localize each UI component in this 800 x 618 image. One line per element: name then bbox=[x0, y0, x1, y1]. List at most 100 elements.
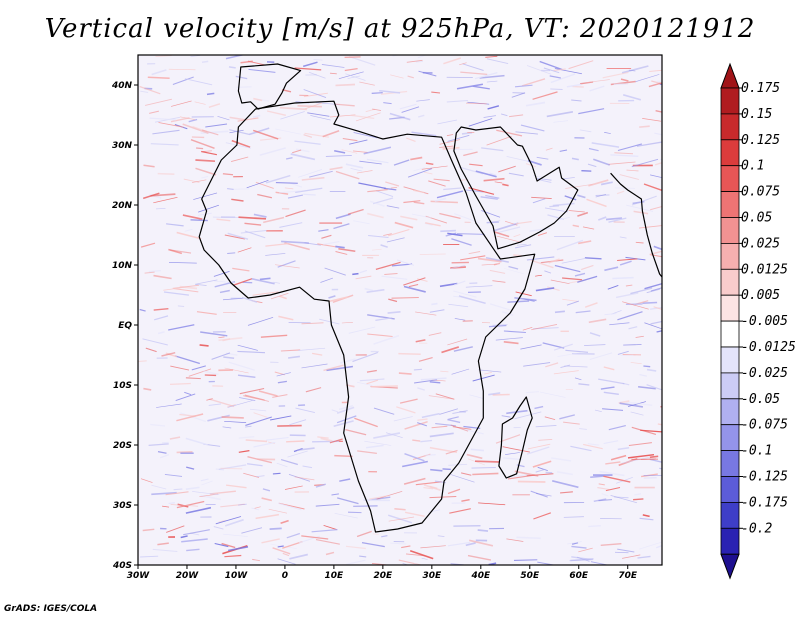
velocity-streak bbox=[176, 451, 193, 454]
velocity-streak bbox=[553, 370, 579, 375]
velocity-streak bbox=[238, 435, 255, 439]
velocity-streak bbox=[329, 114, 356, 118]
velocity-streak bbox=[349, 56, 376, 66]
velocity-streak bbox=[216, 218, 231, 222]
velocity-streak bbox=[534, 405, 544, 410]
velocity-streak bbox=[176, 413, 204, 422]
velocity-streak bbox=[277, 558, 296, 565]
velocity-streak bbox=[294, 476, 315, 481]
velocity-streak bbox=[231, 139, 251, 148]
velocity-streak bbox=[463, 151, 478, 157]
velocity-streak bbox=[369, 200, 385, 207]
velocity-streak bbox=[461, 131, 473, 135]
velocity-streak bbox=[154, 315, 169, 321]
velocity-streak bbox=[225, 352, 238, 356]
velocity-streak bbox=[393, 159, 410, 166]
velocity-streak bbox=[593, 158, 610, 166]
velocity-streak bbox=[436, 190, 464, 199]
velocity-streak bbox=[380, 244, 388, 248]
colorbar-label: -0.175 bbox=[741, 495, 788, 510]
velocity-streak bbox=[571, 157, 579, 161]
velocity-streak bbox=[298, 347, 326, 351]
velocity-streak bbox=[630, 411, 644, 416]
velocity-streak bbox=[215, 516, 242, 525]
velocity-streak bbox=[153, 196, 178, 204]
velocity-streak bbox=[508, 172, 524, 177]
velocity-streak bbox=[657, 423, 662, 426]
velocity-streak bbox=[373, 334, 400, 345]
velocity-streak bbox=[419, 253, 446, 255]
velocity-streak bbox=[227, 400, 253, 408]
velocity-streak bbox=[439, 212, 461, 220]
velocity-streak bbox=[287, 355, 301, 359]
velocity-streak bbox=[485, 55, 498, 58]
colorbar-label: -0.075 bbox=[741, 418, 788, 433]
velocity-streak bbox=[433, 178, 450, 182]
velocity-streak bbox=[313, 59, 323, 61]
velocity-streak bbox=[331, 493, 339, 496]
velocity-streak bbox=[140, 478, 153, 483]
velocity-streak bbox=[608, 161, 636, 165]
colorbar-swatch bbox=[720, 424, 740, 452]
velocity-streak bbox=[157, 331, 165, 335]
velocity-streak bbox=[185, 506, 212, 514]
velocity-streak bbox=[637, 555, 651, 559]
velocity-streak bbox=[516, 464, 525, 468]
velocity-streak bbox=[602, 71, 629, 79]
velocity-streak bbox=[321, 63, 345, 68]
velocity-streak bbox=[545, 147, 553, 151]
velocity-streak bbox=[506, 538, 524, 542]
velocity-streak bbox=[610, 495, 638, 504]
velocity-streak bbox=[375, 317, 392, 322]
velocity-streak bbox=[598, 499, 613, 502]
velocity-streak bbox=[533, 512, 551, 520]
velocity-streak bbox=[233, 278, 253, 286]
velocity-streak bbox=[628, 69, 636, 72]
velocity-streak bbox=[245, 425, 252, 428]
velocity-streak bbox=[399, 103, 417, 110]
velocity-streak bbox=[655, 110, 662, 113]
velocity-streak bbox=[221, 416, 244, 419]
velocity-streak bbox=[386, 237, 405, 243]
velocity-streak bbox=[194, 101, 206, 105]
velocity-streak bbox=[335, 213, 351, 220]
velocity-streak bbox=[599, 470, 625, 477]
velocity-streak bbox=[388, 516, 415, 522]
velocity-streak bbox=[272, 394, 288, 398]
velocity-streak bbox=[244, 230, 266, 239]
lat-tick-label: 40N bbox=[111, 81, 133, 91]
velocity-streak bbox=[301, 322, 324, 325]
velocity-streak bbox=[477, 257, 502, 263]
velocity-streak bbox=[465, 542, 476, 547]
velocity-streak bbox=[170, 117, 190, 123]
velocity-streak bbox=[289, 553, 308, 560]
lat-tick-label: 20N bbox=[112, 201, 133, 211]
velocity-streak bbox=[284, 242, 310, 251]
velocity-streak bbox=[435, 423, 456, 427]
velocity-streak bbox=[502, 183, 509, 187]
velocity-streak bbox=[646, 384, 662, 391]
velocity-streak bbox=[429, 309, 445, 313]
velocity-streak bbox=[471, 467, 496, 469]
velocity-streak bbox=[474, 460, 500, 463]
colorbar-swatch bbox=[720, 476, 740, 503]
velocity-streak bbox=[507, 300, 530, 303]
velocity-streak bbox=[352, 351, 378, 363]
velocity-streak bbox=[617, 311, 643, 321]
velocity-streak bbox=[554, 264, 581, 273]
colorbar-swatch bbox=[720, 372, 740, 400]
velocity-streak bbox=[472, 85, 490, 90]
velocity-streak bbox=[280, 349, 301, 352]
velocity-streak bbox=[297, 447, 315, 451]
velocity-streak bbox=[352, 150, 368, 153]
velocity-streak bbox=[594, 409, 602, 413]
velocity-streak bbox=[211, 352, 231, 360]
velocity-streak bbox=[265, 174, 291, 184]
velocity-streak bbox=[486, 80, 498, 83]
colorbar-label: -0.2 bbox=[741, 521, 772, 536]
velocity-streak bbox=[202, 150, 212, 152]
velocity-streak bbox=[567, 541, 582, 545]
velocity-streak bbox=[277, 545, 284, 548]
velocity-streak bbox=[523, 362, 551, 367]
velocity-streak bbox=[630, 362, 642, 365]
